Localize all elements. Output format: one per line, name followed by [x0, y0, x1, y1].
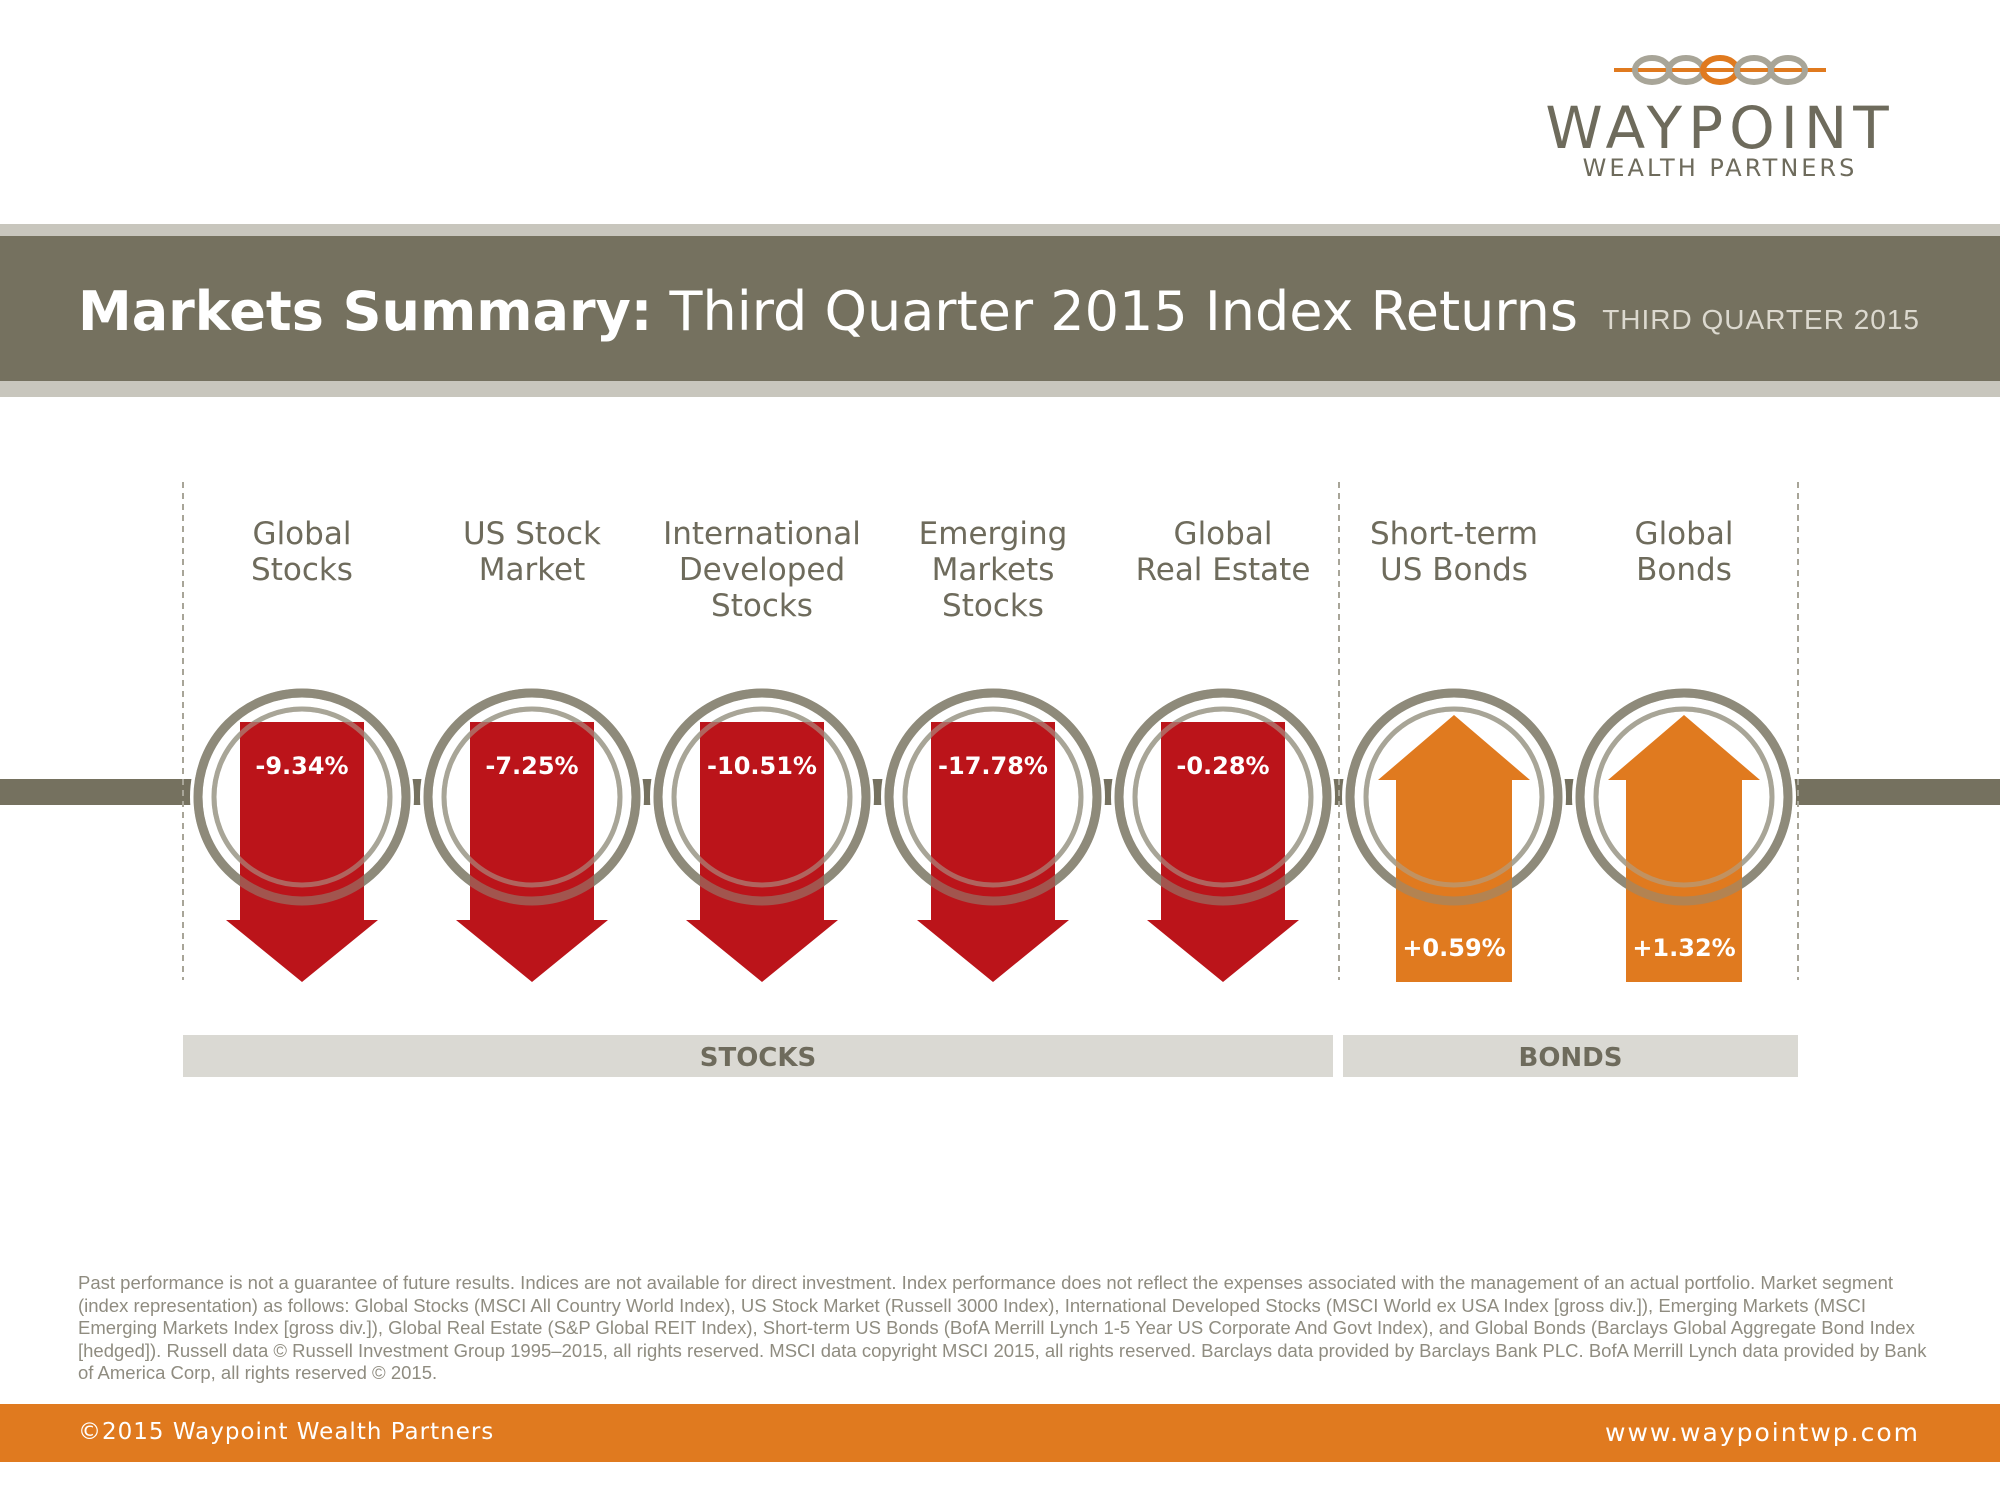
down-arrow: [456, 722, 608, 982]
data-label: +1.32%: [1632, 934, 1735, 962]
footer-bar: ©2015 Waypoint Wealth Partners www.waypo…: [0, 1404, 2000, 1462]
inner-ring-overlay: [671, 706, 853, 888]
down-arrow: [917, 722, 1069, 982]
category-label: Stocks: [711, 588, 813, 624]
category-label: International: [663, 516, 861, 552]
down-arrow: [1147, 722, 1299, 982]
footer-copyright: ©2015 Waypoint Wealth Partners: [78, 1419, 495, 1445]
data-label: +0.59%: [1402, 934, 1505, 962]
category-label: Stocks: [942, 588, 1044, 624]
up-arrow: [1608, 715, 1760, 982]
inner-ring-overlay: [1363, 706, 1545, 888]
outer-ring-overlay: [423, 688, 641, 906]
period-label: THIRD QUARTER 2015: [1602, 304, 1920, 335]
outer-ring-overlay: [1114, 688, 1332, 906]
outer-ring-overlay: [884, 688, 1102, 906]
inner-ring-overlay: [441, 706, 623, 888]
category-label: US Bonds: [1380, 552, 1528, 588]
group-label: BONDS: [1519, 1043, 1623, 1073]
title-banner: Markets Summary: Third Quarter 2015 Inde…: [0, 236, 2000, 381]
brand-logo: WAYPOINT WEALTH PARTNERS: [1530, 50, 1910, 190]
down-arrow: [686, 722, 838, 982]
category-label: Market: [479, 552, 586, 588]
category-label: Real Estate: [1136, 552, 1311, 588]
group-label: STOCKS: [700, 1043, 817, 1073]
data-label: -9.34%: [255, 752, 348, 780]
category-label: Global: [1635, 516, 1734, 552]
inner-ring-overlay: [902, 706, 1084, 888]
page-title: Markets Summary: Third Quarter 2015 Inde…: [78, 280, 1578, 343]
outer-ring-overlay: [653, 688, 871, 906]
inner-ring-overlay: [1132, 706, 1314, 888]
page-title-rest: Third Quarter 2015 Index Returns: [652, 280, 1578, 343]
category-label: Stocks: [251, 552, 353, 588]
page-title-bold: Markets Summary:: [78, 280, 653, 343]
group-bar: [1343, 1035, 1798, 1077]
outer-ring-overlay: [1575, 688, 1793, 906]
group-bar: [183, 1035, 1333, 1077]
category-label: US Stock: [463, 516, 601, 552]
data-label: -0.28%: [1176, 752, 1269, 780]
category-label: Markets: [932, 552, 1055, 588]
logo-name: WAYPOINT: [1545, 94, 1895, 162]
disclaimer: Past performance is not a guarantee of f…: [78, 1272, 1927, 1383]
category-label: Global: [1174, 516, 1273, 552]
category-label: Bonds: [1636, 552, 1732, 588]
data-label: -17.78%: [938, 752, 1048, 780]
outer-ring-overlay: [193, 688, 411, 906]
up-arrow: [1378, 715, 1530, 982]
category-label: Emerging: [919, 516, 1068, 552]
logo-tagline: WEALTH PARTNERS: [1582, 154, 1858, 182]
chain-links-icon: [1614, 55, 1826, 85]
category-label: Developed: [679, 552, 845, 588]
data-label: -10.51%: [707, 752, 817, 780]
outer-ring-overlay: [1345, 688, 1563, 906]
banner-top-stripe: [0, 224, 2000, 236]
inner-ring-overlay: [1593, 706, 1775, 888]
category-label: Global: [253, 516, 352, 552]
data-label: -7.25%: [485, 752, 578, 780]
category-label: Short-term: [1370, 516, 1538, 552]
banner-bottom-stripe: [0, 381, 2000, 397]
down-arrow: [226, 722, 378, 982]
inner-ring-overlay: [211, 706, 393, 888]
footer-website[interactable]: www.waypointwp.com: [1605, 1418, 1920, 1447]
